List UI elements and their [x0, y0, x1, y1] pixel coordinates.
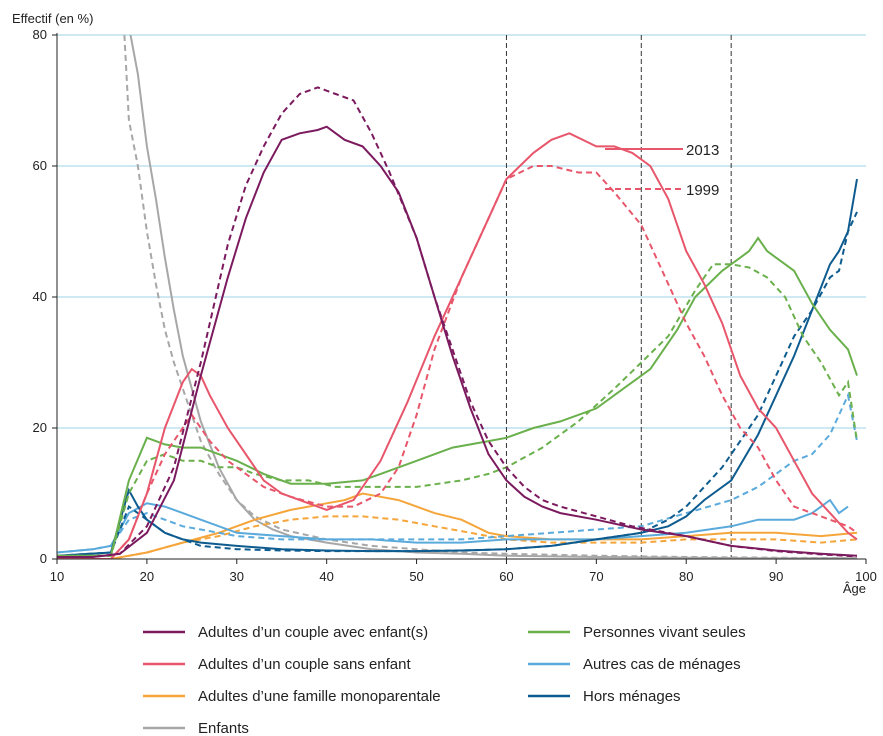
x-tick-label-40: 40 [319, 569, 333, 584]
x-tick-label-60: 60 [499, 569, 513, 584]
tick-labels: 10 20 30 40 50 60 70 80 90 100 0 20 40 60 80 [33, 27, 877, 584]
legend-label-6: Enfants [198, 720, 249, 736]
x-tick-label-70: 70 [589, 569, 603, 584]
legend: Adultes d’un couple avec enfant(s) Adulte… [143, 624, 746, 736]
series-4-2013-line [57, 492, 858, 559]
x-tick-label-80: 80 [679, 569, 693, 584]
legend-label-1: Personnes vivant seules [583, 624, 746, 641]
y-tick-label-20: 20 [33, 420, 47, 435]
series-0-2013-line [57, 125, 858, 558]
series-1-2013-line [57, 236, 858, 557]
legend-label-4: Adultes d’une famille monoparentale [198, 688, 441, 705]
x-tick-label-100: 100 [855, 569, 877, 584]
legend-2013-label: 2013 [686, 142, 719, 159]
x-tick-label-20: 20 [140, 569, 154, 584]
legend-label-3: Autres cas de ménages [583, 656, 741, 673]
series-5-2013-line [57, 178, 858, 557]
y-axis-title: Effectif (en %) [12, 11, 93, 26]
legend-label-2: Adultes d’un couple sans enfant [198, 656, 411, 673]
series-lines [57, 35, 858, 559]
series-2-2013-line [57, 132, 858, 559]
series-6-2013-line [129, 35, 857, 559]
y-tick-label-60: 60 [33, 158, 47, 173]
series-1-1999-line [57, 263, 858, 557]
reference-lines [505, 35, 732, 559]
series-3-1999-line [57, 392, 858, 554]
x-tick-label-30: 30 [230, 569, 244, 584]
x-axis-title: Âge [843, 581, 866, 596]
y-tick-label-80: 80 [33, 27, 47, 42]
x-tick-label-10: 10 [50, 569, 64, 584]
y-tick-label-40: 40 [33, 289, 47, 304]
x-tick-label-90: 90 [769, 569, 783, 584]
legend-label-5: Hors ménages [583, 688, 681, 705]
year-style-legend: 2013 1999 [605, 142, 719, 199]
series-6-1999-line [123, 35, 858, 559]
y-tick-label-0: 0 [40, 551, 47, 566]
x-tick-label-50: 50 [409, 569, 423, 584]
series-5-1999-line [57, 211, 858, 557]
legend-label-0: Adultes d’un couple avec enfant(s) [198, 624, 428, 641]
series-3-2013-line [57, 498, 849, 554]
series-4-1999-line [57, 515, 858, 559]
axes [52, 33, 867, 564]
legend-1999-label: 1999 [686, 182, 719, 199]
gridlines [57, 34, 866, 429]
